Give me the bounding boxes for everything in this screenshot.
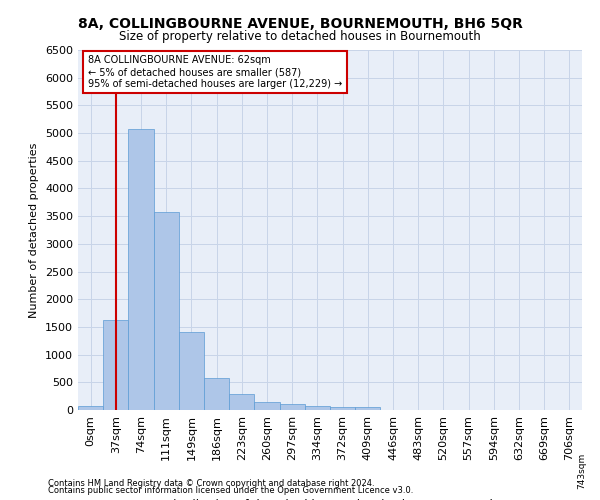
X-axis label: Distribution of detached houses by size in Bournemouth: Distribution of detached houses by size …: [163, 499, 497, 500]
Bar: [355, 407, 380, 410]
Y-axis label: Number of detached properties: Number of detached properties: [29, 142, 40, 318]
Text: 8A, COLLINGBOURNE AVENUE, BOURNEMOUTH, BH6 5QR: 8A, COLLINGBOURNE AVENUE, BOURNEMOUTH, B…: [77, 18, 523, 32]
Bar: [179, 332, 204, 410]
Bar: [280, 404, 305, 410]
Bar: [154, 212, 179, 410]
Bar: [78, 406, 103, 410]
Bar: [103, 320, 128, 410]
Bar: [305, 406, 330, 410]
Text: 743sqm: 743sqm: [577, 453, 587, 490]
Text: Contains HM Land Registry data © Crown copyright and database right 2024.: Contains HM Land Registry data © Crown c…: [48, 478, 374, 488]
Text: Contains public sector information licensed under the Open Government Licence v3: Contains public sector information licen…: [48, 486, 413, 495]
Bar: [254, 402, 280, 410]
Bar: [204, 378, 229, 410]
Text: 8A COLLINGBOURNE AVENUE: 62sqm
← 5% of detached houses are smaller (587)
95% of : 8A COLLINGBOURNE AVENUE: 62sqm ← 5% of d…: [88, 56, 343, 88]
Bar: [229, 394, 254, 410]
Text: Size of property relative to detached houses in Bournemouth: Size of property relative to detached ho…: [119, 30, 481, 43]
Bar: [128, 129, 154, 410]
Bar: [330, 407, 355, 410]
